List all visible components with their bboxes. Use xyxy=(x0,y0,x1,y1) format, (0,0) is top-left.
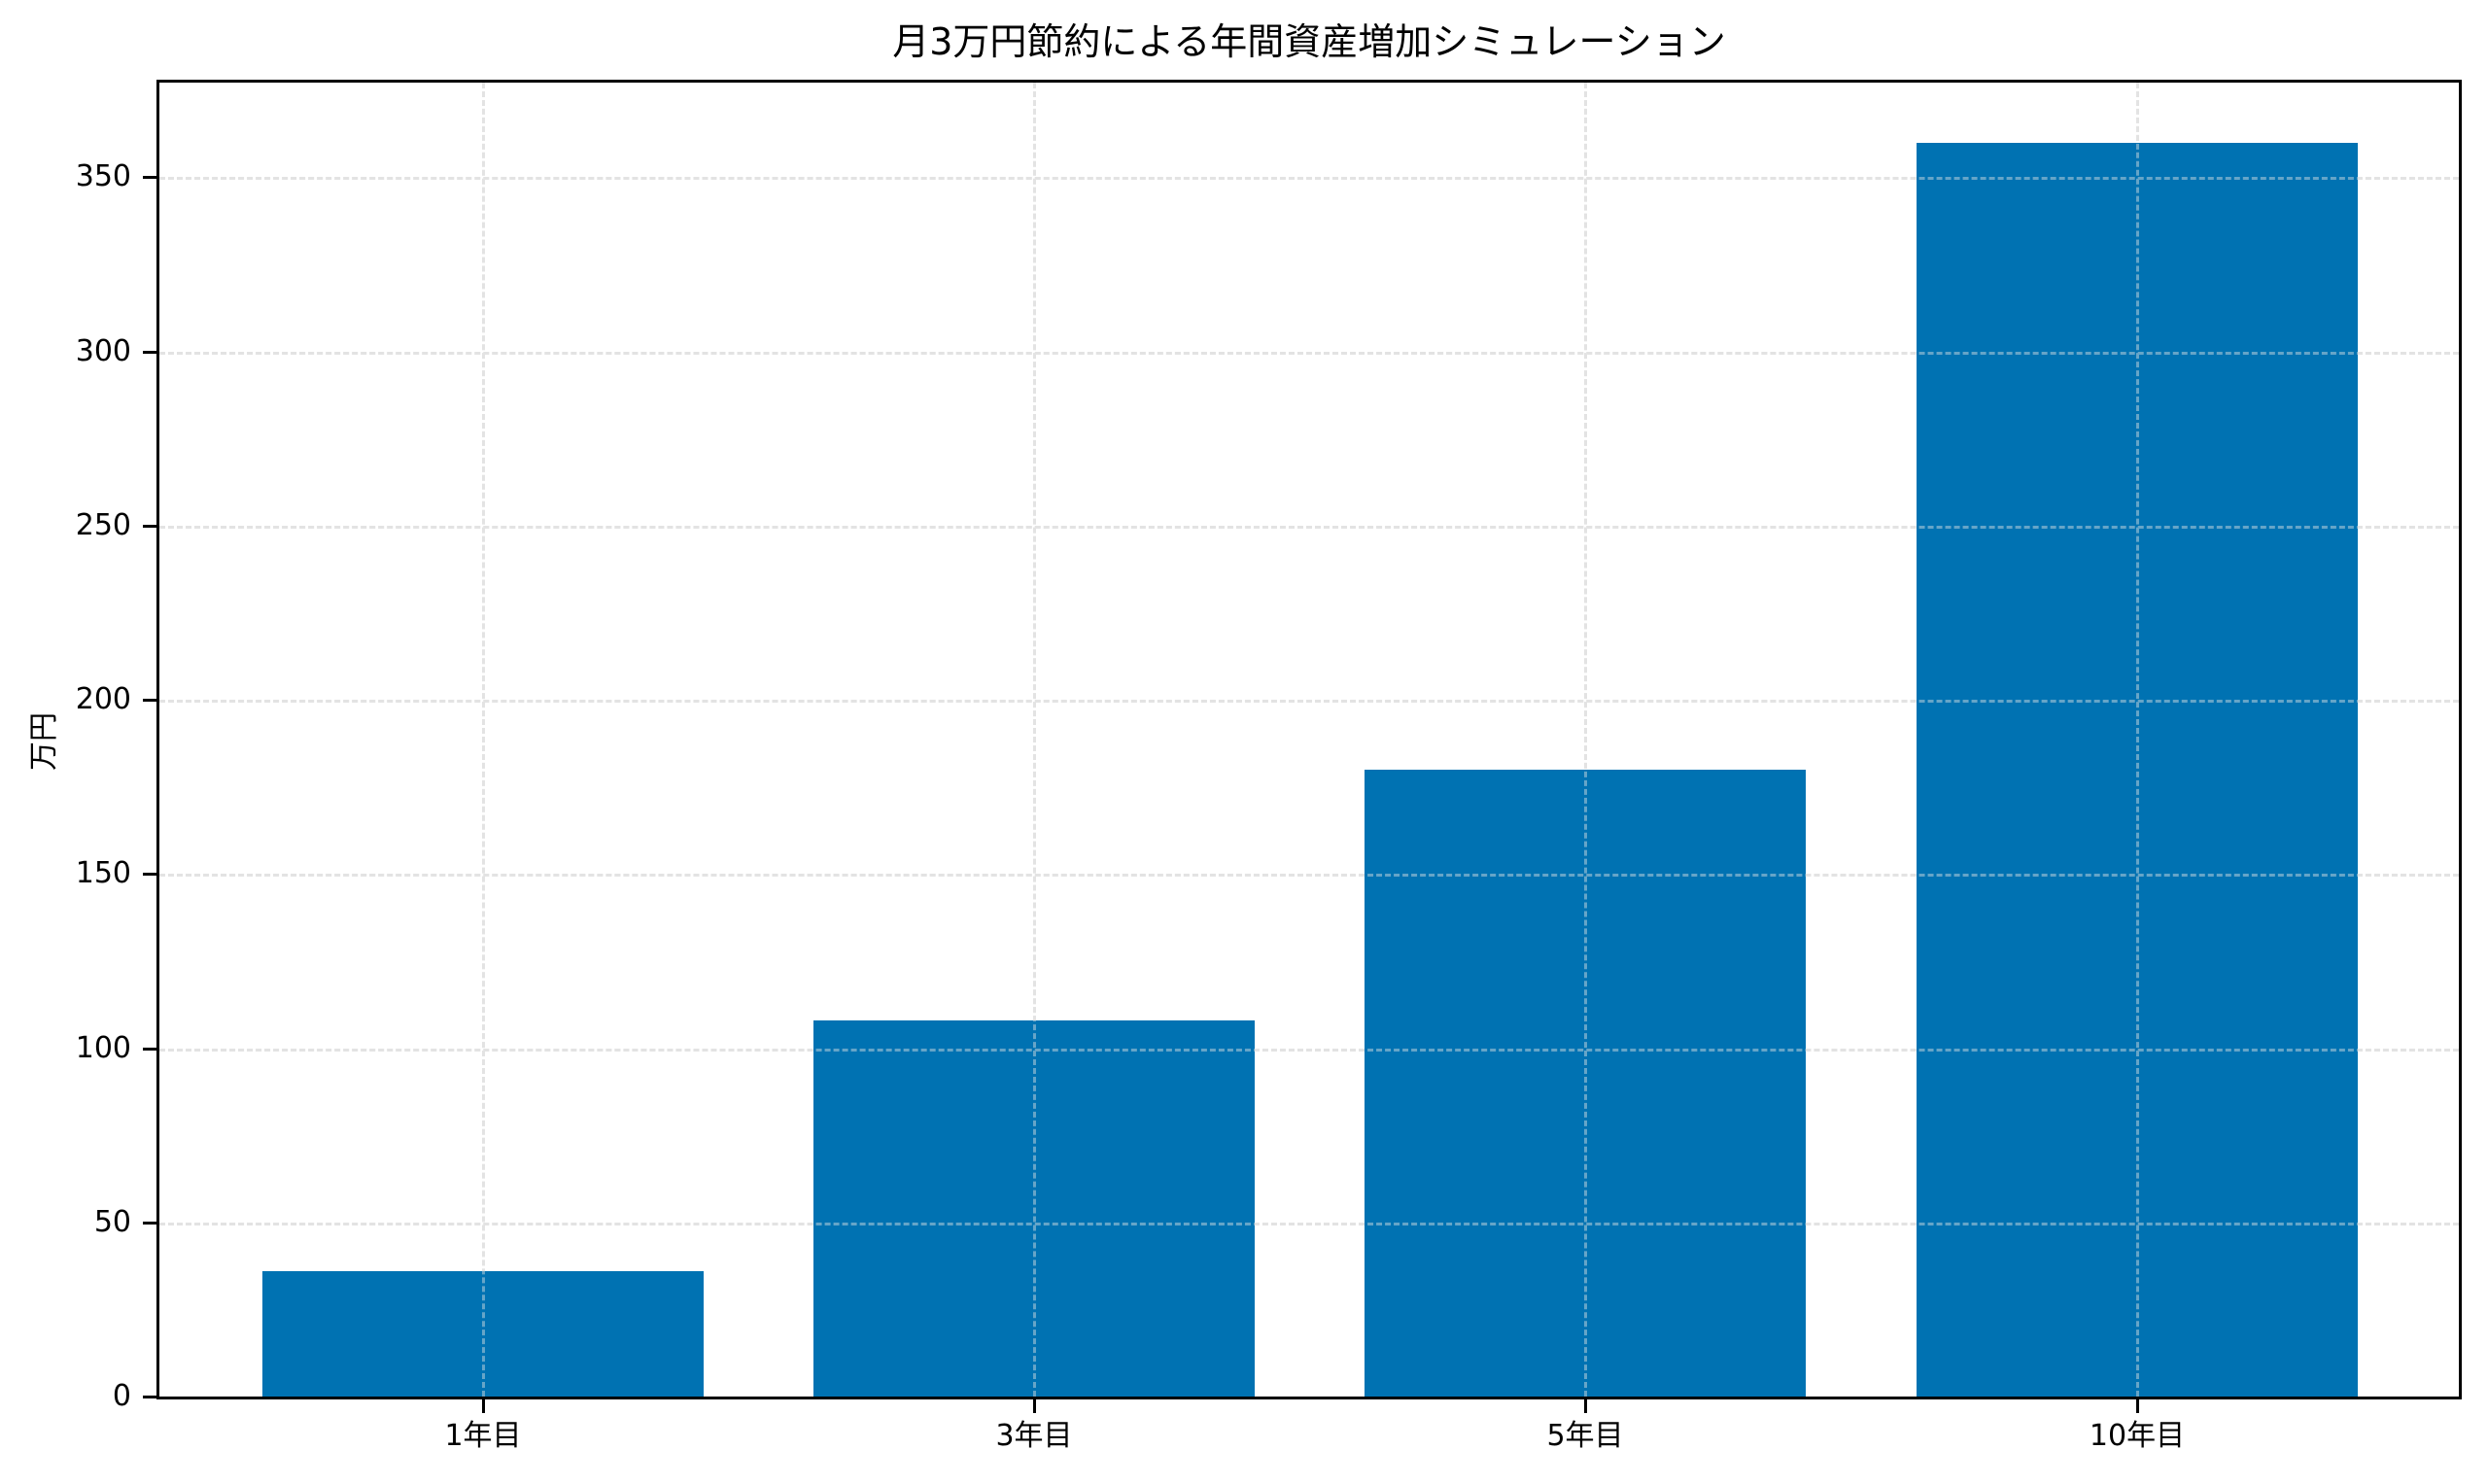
x-tick-mark xyxy=(482,1399,485,1413)
y-tick-mark xyxy=(143,524,156,528)
bar-2 xyxy=(813,1019,1255,1397)
x-tick-label: 3年目 xyxy=(995,1419,1073,1453)
x-tick-label: 5年目 xyxy=(1546,1419,1624,1453)
y-tick-label: 300 xyxy=(75,333,131,368)
y-tick-mark xyxy=(143,350,156,354)
y-tick-mark xyxy=(143,1396,156,1398)
y-tick-label: 200 xyxy=(75,682,131,717)
x-tick-mark xyxy=(1033,1399,1036,1413)
y-tick-label: 250 xyxy=(75,507,131,542)
y-tick-label: 350 xyxy=(75,159,131,194)
y-tick-label: 100 xyxy=(75,1030,131,1065)
bar-3 xyxy=(1365,769,1806,1397)
x-tick-label: 1年目 xyxy=(444,1419,522,1453)
chart-title: 月3万円節約による年間資産増加シミュレーション xyxy=(892,20,1726,63)
bar-4 xyxy=(1917,142,2358,1397)
y-axis-label: 万円 xyxy=(27,712,61,771)
y-tick-mark xyxy=(143,699,156,703)
y-tick-mark xyxy=(143,176,156,180)
x-tick-label: 10年目 xyxy=(2089,1419,2186,1453)
x-tick-mark xyxy=(1584,1399,1587,1413)
plot-area xyxy=(156,80,2462,1399)
y-tick-label: 50 xyxy=(93,1204,131,1239)
y-tick-mark xyxy=(143,873,156,877)
x-tick-mark xyxy=(2136,1399,2139,1413)
bar-1 xyxy=(262,1270,704,1397)
gridline-x xyxy=(482,83,485,1397)
y-tick-mark xyxy=(143,1221,156,1225)
y-tick-label: 0 xyxy=(112,1379,131,1413)
y-tick-mark xyxy=(143,1047,156,1051)
gridline-x xyxy=(482,83,485,1397)
y-tick-label: 150 xyxy=(75,856,131,891)
